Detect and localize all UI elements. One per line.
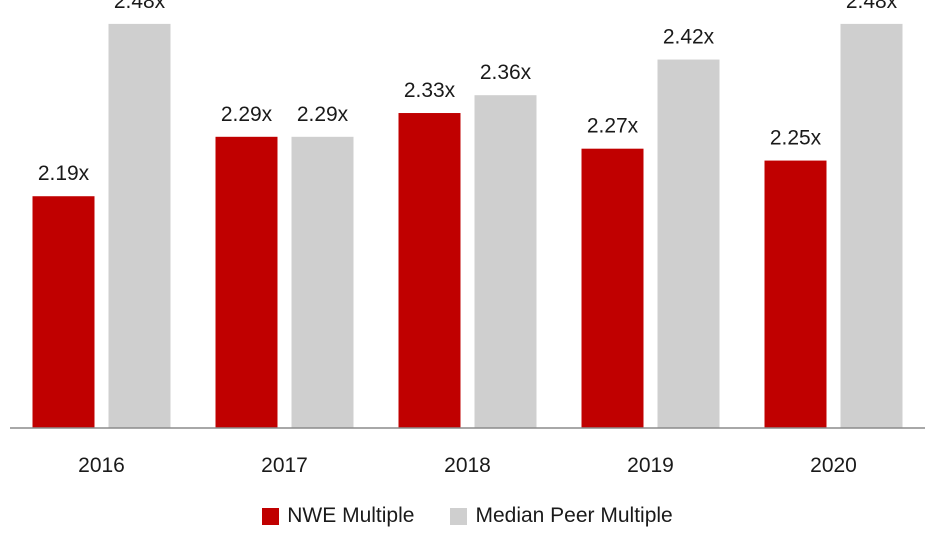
value-label-nwe-2016: 2.19x	[38, 162, 90, 185]
legend-item-peer: Median Peer Multiple	[450, 504, 673, 528]
x-tick-label-2018: 2018	[444, 454, 491, 477]
bar-peer-2018	[474, 95, 537, 428]
value-label-peer-2019: 2.42x	[663, 26, 715, 49]
legend-item-nwe: NWE Multiple	[262, 504, 414, 528]
value-label-peer-2018: 2.36x	[480, 61, 532, 84]
value-label-peer-2017: 2.29x	[297, 103, 349, 126]
bar-chart: 2.19x 2.48x 2.29x 2.29x 2.33x 2.36x 2.27x 2.42x…	[10, 0, 925, 477]
value-label-nwe-2020: 2.25x	[770, 127, 822, 150]
value-label-nwe-2018: 2.33x	[404, 79, 456, 102]
bar-peer-2016	[108, 23, 171, 429]
value-label-nwe-2017: 2.29x	[221, 103, 273, 126]
x-tick-label-2017: 2017	[261, 454, 308, 477]
value-label-peer-2016: 2.48x	[114, 0, 166, 13]
x-tick-label-2019: 2019	[627, 454, 674, 477]
value-labels-group: 2.19x 2.48x 2.29x 2.29x 2.33x 2.36x 2.27x 2.42x…	[38, 0, 898, 185]
bar-nwe-2016	[32, 196, 95, 428]
value-label-nwe-2019: 2.27x	[587, 115, 639, 138]
bar-peer-2020	[840, 23, 903, 429]
bars-group	[32, 23, 903, 429]
bar-peer-2019	[657, 59, 720, 429]
legend-label-peer: Median Peer Multiple	[475, 504, 673, 527]
x-tick-labels-group: 2016 2017 2018 2019 2020	[78, 454, 857, 477]
bar-nwe-2020	[764, 160, 827, 429]
x-tick-label-2016: 2016	[78, 454, 125, 477]
legend-swatch-nwe	[262, 507, 280, 525]
bar-peer-2017	[291, 136, 354, 429]
bar-nwe-2018	[398, 113, 461, 429]
x-tick-label-2020: 2020	[810, 454, 857, 477]
legend-swatch-peer	[450, 507, 468, 525]
legend: NWE Multiple Median Peer Multiple	[0, 504, 935, 528]
bar-nwe-2019	[581, 148, 644, 428]
bar-nwe-2017	[215, 136, 278, 429]
value-label-peer-2020: 2.48x	[846, 0, 898, 13]
legend-label-nwe: NWE Multiple	[287, 504, 415, 527]
